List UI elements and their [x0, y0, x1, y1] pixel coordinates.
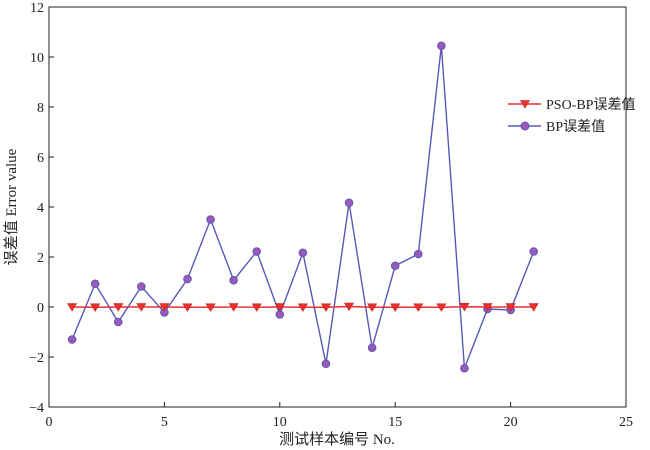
point-bp: [229, 275, 238, 285]
point-bp: [529, 247, 538, 256]
point-bp: [252, 247, 262, 256]
point-bp: [344, 198, 354, 208]
y-tick-label: 2: [37, 251, 44, 266]
axes: 0 5 10 15 20 25 −4 −2 0 2 4 6 8 10 12: [29, 1, 633, 430]
point-bp: [367, 343, 377, 353]
plot-frame: [48, 6, 627, 408]
point-bp: [67, 335, 77, 344]
point-pso-bp: [182, 303, 193, 312]
point-bp: [137, 282, 146, 291]
point-pso-bp: [459, 302, 470, 312]
point-bp: [298, 248, 308, 258]
x-tick-label: 25: [619, 415, 633, 430]
point-pso-bp: [413, 303, 424, 312]
point-pso-bp: [90, 303, 101, 312]
point-pso-bp: [528, 303, 539, 312]
legend-marker-pso-bp: [519, 100, 531, 109]
point-pso-bp: [205, 303, 216, 312]
x-tick-label: 10: [273, 415, 287, 430]
point-pso-bp: [367, 303, 378, 312]
point-pso-bp: [274, 303, 285, 312]
point-bp: [113, 317, 123, 327]
y-axis-title: 误差值 Error value: [3, 148, 20, 265]
legend-label-bp: BP误差值: [546, 119, 605, 135]
point-pso-bp: [228, 303, 239, 312]
point-pso-bp: [390, 303, 401, 312]
point-bp: [321, 359, 331, 369]
point-pso-bp: [482, 303, 493, 312]
point-bp: [206, 215, 215, 224]
point-pso-bp: [251, 303, 262, 312]
y-tick-label: 4: [37, 201, 44, 216]
x-tick-label: 15: [388, 415, 402, 430]
point-pso-bp: [344, 302, 355, 312]
y-tick-label: 6: [37, 151, 44, 166]
legend: PSO-BP误差值 BP误差值: [508, 97, 635, 135]
point-pso-bp: [113, 303, 124, 312]
point-bp: [390, 261, 400, 271]
point-pso-bp: [67, 303, 78, 312]
point-pso-bp: [320, 303, 331, 312]
point-bp: [413, 249, 423, 259]
point-bp: [183, 274, 192, 284]
point-bp: [90, 279, 100, 289]
legend-label-pso-bp: PSO-BP误差值: [546, 97, 635, 113]
x-tick-label: 20: [504, 415, 518, 430]
y-tick-label: −4: [29, 401, 44, 416]
x-axis-title: 测试样本编号 No.: [279, 431, 395, 448]
point-pso-bp: [159, 303, 170, 312]
y-tick-label: 8: [37, 101, 44, 116]
point-bp: [460, 363, 469, 373]
series-line-bp: [71, 45, 535, 369]
y-tick-label: 10: [30, 51, 44, 66]
legend-marker-bp: [520, 121, 530, 131]
series-layer: [67, 41, 539, 373]
point-pso-bp: [436, 303, 447, 312]
point-bp: [437, 41, 446, 51]
point-pso-bp: [505, 303, 516, 312]
point-pso-bp: [136, 303, 147, 312]
y-tick-label: −2: [29, 351, 44, 366]
y-tick-label: 12: [30, 1, 44, 16]
x-tick-label: 0: [46, 415, 53, 430]
point-pso-bp: [297, 303, 308, 312]
x-tick-label: 5: [161, 415, 168, 430]
y-tick-label: 0: [37, 301, 44, 316]
point-bp: [275, 310, 285, 319]
